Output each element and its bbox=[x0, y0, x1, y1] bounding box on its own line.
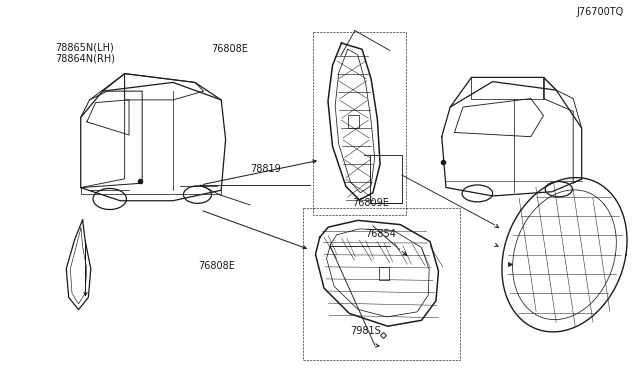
Text: 76809E: 76809E bbox=[352, 198, 389, 208]
Text: 76808E: 76808E bbox=[198, 261, 236, 271]
Bar bbox=[313, 32, 406, 215]
Text: 78865N(LH): 78865N(LH) bbox=[55, 43, 114, 53]
Bar bbox=[370, 155, 402, 203]
Bar bbox=[303, 208, 460, 360]
Text: 76808E: 76808E bbox=[211, 44, 248, 54]
Bar bbox=[348, 115, 358, 128]
Bar bbox=[379, 267, 389, 280]
Text: 78864N(RH): 78864N(RH) bbox=[55, 53, 115, 63]
Text: 76854: 76854 bbox=[365, 229, 396, 239]
Text: 7981S: 7981S bbox=[351, 326, 381, 336]
Text: 78819: 78819 bbox=[250, 164, 280, 174]
Text: J76700TQ: J76700TQ bbox=[576, 7, 623, 17]
